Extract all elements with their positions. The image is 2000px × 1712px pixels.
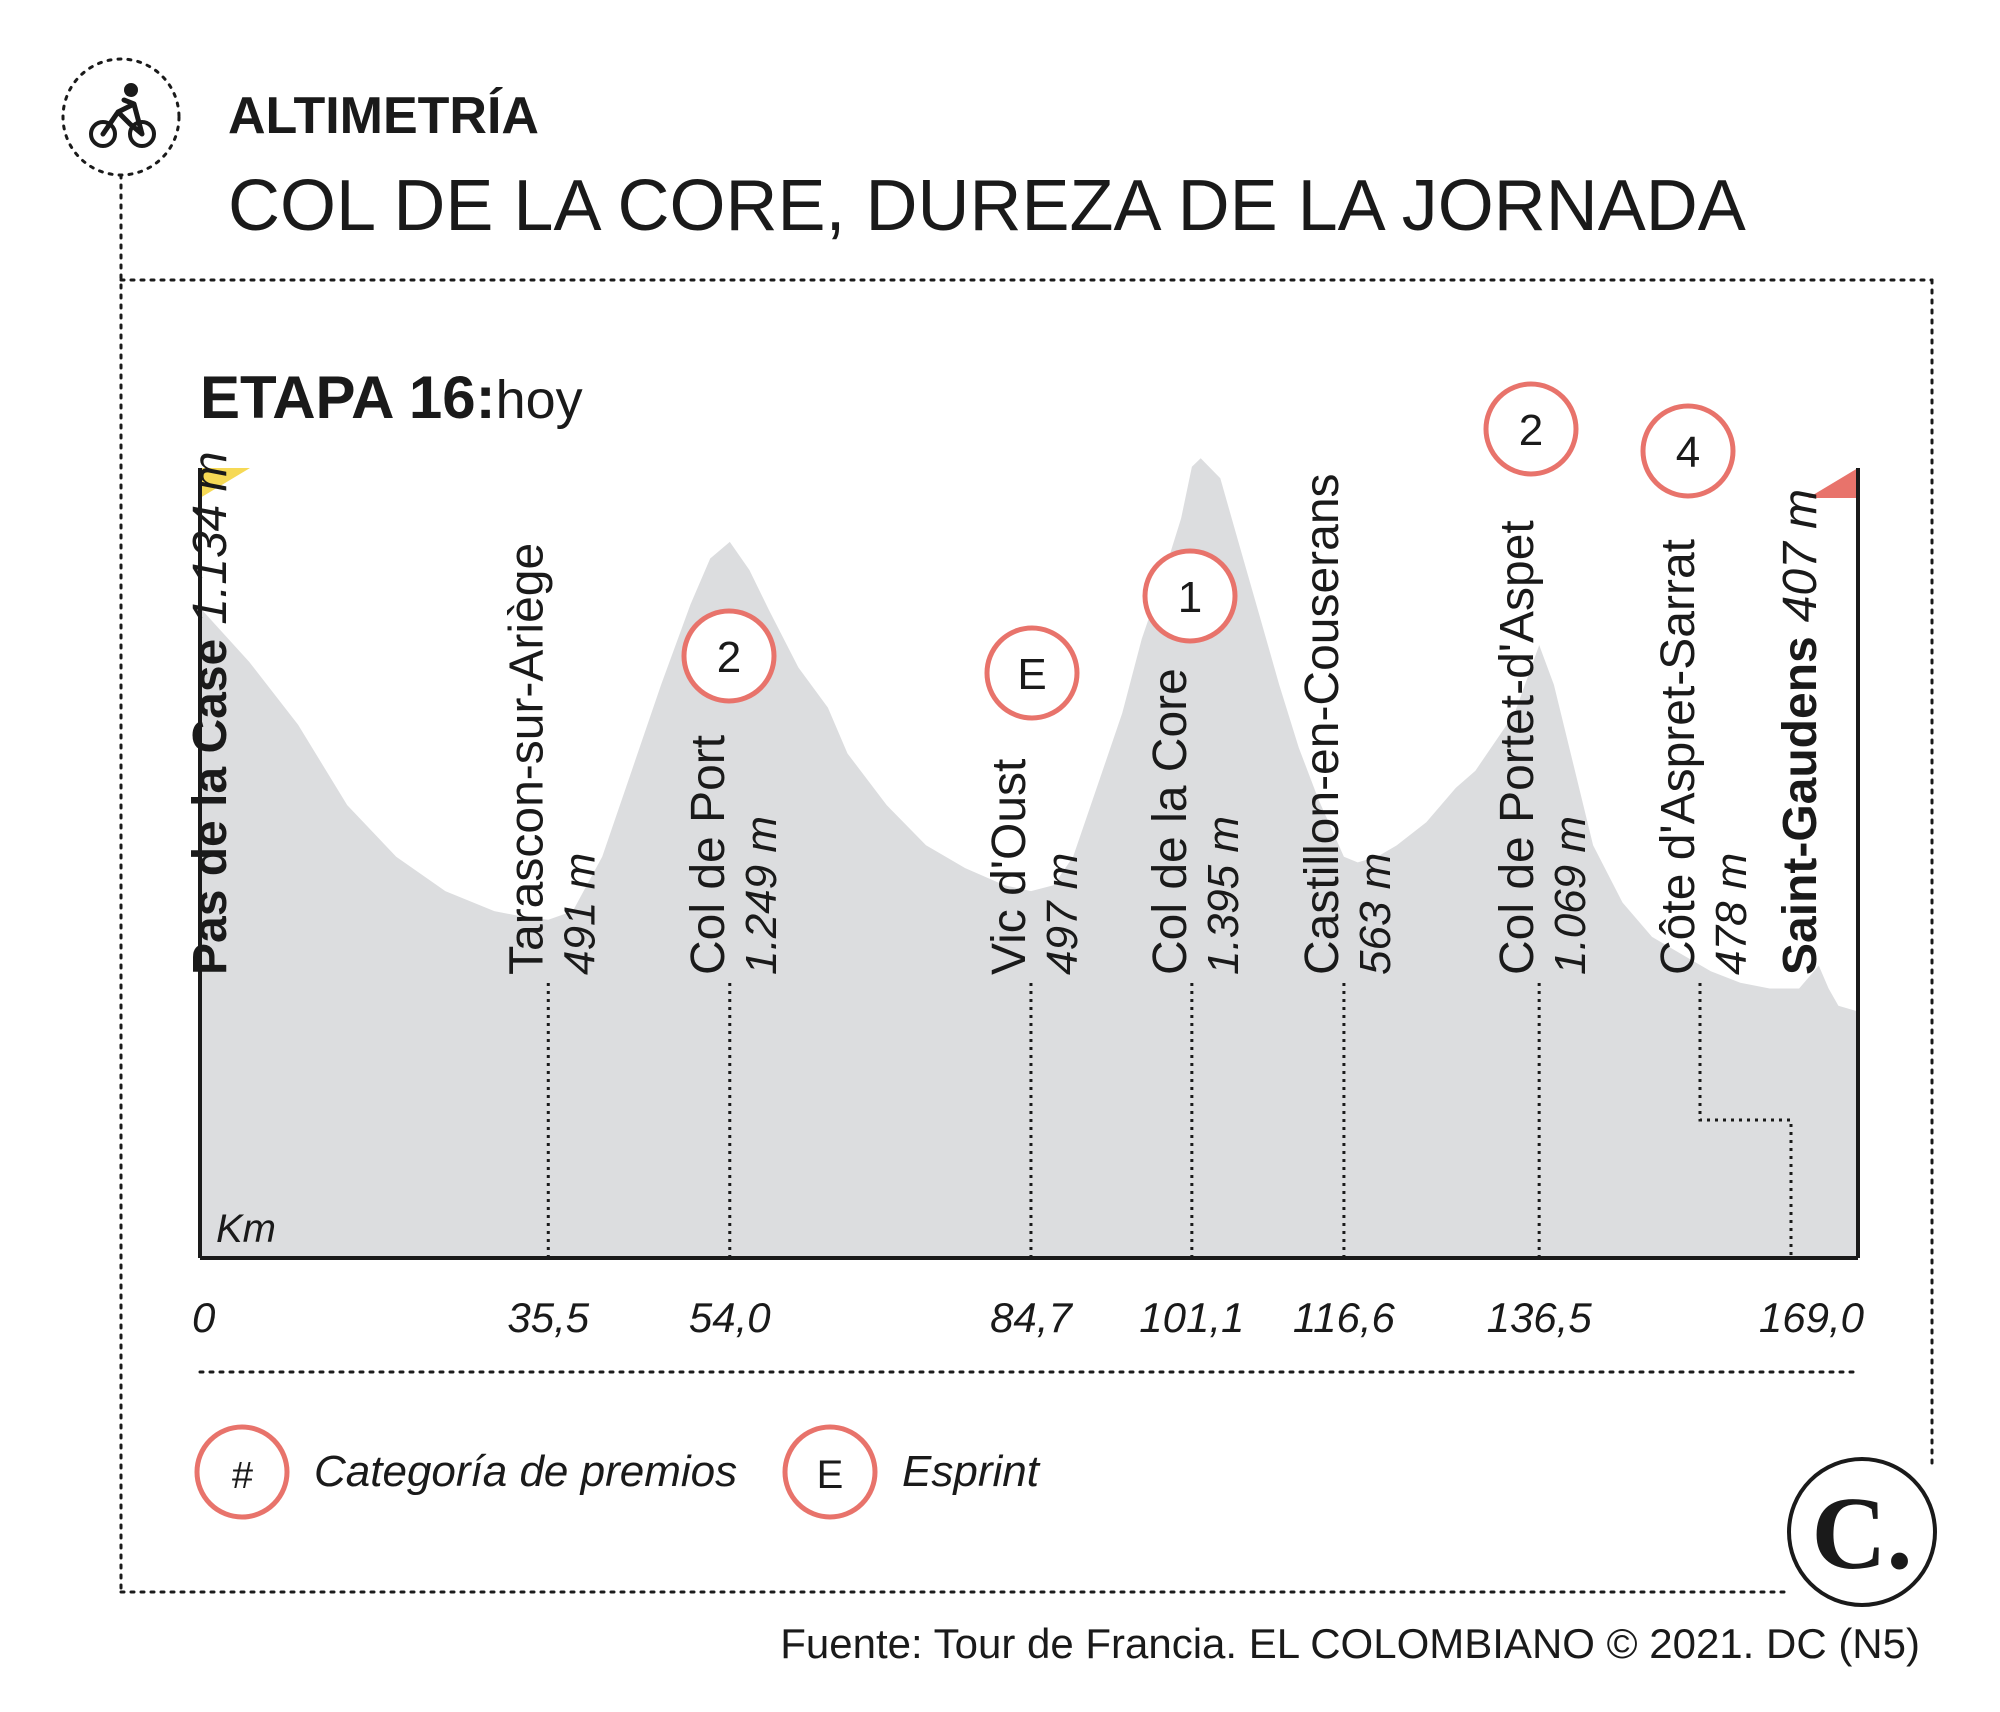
place-altitude: 1.395 m	[1199, 816, 1248, 975]
category-badge-label: 2	[1519, 406, 1543, 455]
x-tick-label: 116,6	[1293, 1294, 1396, 1341]
category-badge	[984, 625, 1080, 721]
altimetry-chart: Km 0 35,5 54,0 84,7 101,1 116,6 136,5 169,0 Pas…	[184, 381, 1865, 1341]
place-altitude: 497 m	[1038, 853, 1087, 975]
x-tick-label: 0	[192, 1294, 216, 1341]
place-name: Tarascon-sur-Ariège	[500, 543, 553, 975]
x-tick-label: 54,0	[689, 1294, 771, 1341]
elevation-profile-area	[200, 458, 1858, 1258]
leader-line	[1698, 983, 1793, 1258]
place-label: Castillon-en-Couserans	[1296, 473, 1349, 975]
legend-category-badge-icon	[194, 1424, 290, 1520]
place-name: Col de Port	[682, 735, 735, 975]
x-tick-labels: 0 35,5 54,0 84,7 101,1 116,6 136,5 169,0	[192, 1294, 1865, 1341]
place-altitude: 1.069 m	[1546, 816, 1595, 975]
place-label: Col de Portet-d'Aspet	[1491, 520, 1544, 975]
category-badge	[1142, 548, 1238, 644]
category-badges: 2 E 1 2 4	[681, 381, 1736, 721]
category-badge-label: 4	[1676, 428, 1700, 477]
x-tick-label: 35,5	[507, 1294, 589, 1341]
category-badge	[681, 608, 777, 704]
x-tick-label: 84,7	[990, 1294, 1073, 1341]
legend-sprint-badge-icon	[782, 1424, 878, 1520]
place-altitude: 563 m	[1351, 853, 1400, 975]
legend-item-category: # Categoría de premios	[194, 1424, 737, 1520]
header-kicker: ALTIMETRÍA	[228, 87, 539, 145]
header-headline: COL DE LA CORE, DUREZA DE LA JORNADA	[228, 166, 1746, 246]
legend-sprint-label: Esprint	[902, 1447, 1041, 1496]
category-badge	[1483, 381, 1579, 477]
place-label: Côte d'Aspret-Sarrat	[1652, 539, 1705, 975]
legend: # Categoría de premios E Esprint	[194, 1424, 1041, 1520]
place-altitude: 478 m	[1707, 853, 1756, 975]
x-tick-label: 169,0	[1759, 1294, 1865, 1341]
stage-title: ETAPA 16:hoy	[200, 364, 583, 431]
x-tick-label: 101,1	[1139, 1294, 1244, 1341]
place-label: Col de la Core	[1144, 668, 1197, 975]
finish-flag	[1808, 468, 1858, 498]
x-axis-label: Km	[216, 1207, 276, 1251]
place-name: Saint-Gaudens	[1774, 636, 1827, 975]
place-name: Col de Portet-d'Aspet	[1491, 520, 1544, 975]
legend-item-sprint: E Esprint	[782, 1424, 1041, 1520]
cyclist-icon	[61, 57, 181, 177]
category-badge-label: 2	[717, 633, 741, 682]
place-altitude: 407 m	[1774, 489, 1827, 622]
place-altitude: 491 m	[555, 853, 604, 975]
logo-text: C.	[1811, 1476, 1912, 1591]
place-label: Vic d'Oust	[983, 759, 1036, 975]
place-name: Castillon-en-Couserans	[1296, 473, 1349, 975]
place-name: Col de la Core	[1144, 668, 1197, 975]
stage-when: hoy	[496, 370, 583, 430]
x-tick-label: 136,5	[1487, 1294, 1593, 1341]
logo-circle	[1787, 1457, 1937, 1607]
category-badge-label: 1	[1178, 573, 1202, 622]
place-label: Pas de la Case 1.134 m	[184, 451, 237, 975]
legend-sprint-symbol: E	[817, 1453, 844, 1497]
place-name: Pas de la Case	[184, 639, 237, 975]
publisher-logo: C.	[1787, 1457, 1937, 1607]
place-altitude: 1.134 m	[184, 451, 237, 624]
category-badge-label: E	[1017, 650, 1046, 699]
place-labels: Pas de la Case 1.134 m Tarascon-sur-Ariège…	[184, 451, 1827, 975]
leader-lines	[546, 983, 1793, 1258]
source-credit: Fuente: Tour de Francia. EL COLOMBIANO ©…	[780, 1620, 1920, 1667]
place-name: Vic d'Oust	[983, 759, 1036, 975]
place-label: Col de Port	[682, 735, 735, 975]
place-name: Côte d'Aspret-Sarrat	[1652, 539, 1705, 975]
place-altitude: 1.249 m	[737, 816, 786, 975]
place-label: Saint-Gaudens 407 m	[1774, 489, 1827, 975]
legend-category-symbol: #	[231, 1455, 253, 1497]
start-flag	[200, 468, 250, 498]
place-label: Tarascon-sur-Ariège	[500, 543, 553, 975]
stage-label: ETAPA 16:	[200, 364, 496, 431]
legend-category-label: Categoría de premios	[314, 1447, 737, 1496]
category-badge	[1640, 403, 1736, 499]
